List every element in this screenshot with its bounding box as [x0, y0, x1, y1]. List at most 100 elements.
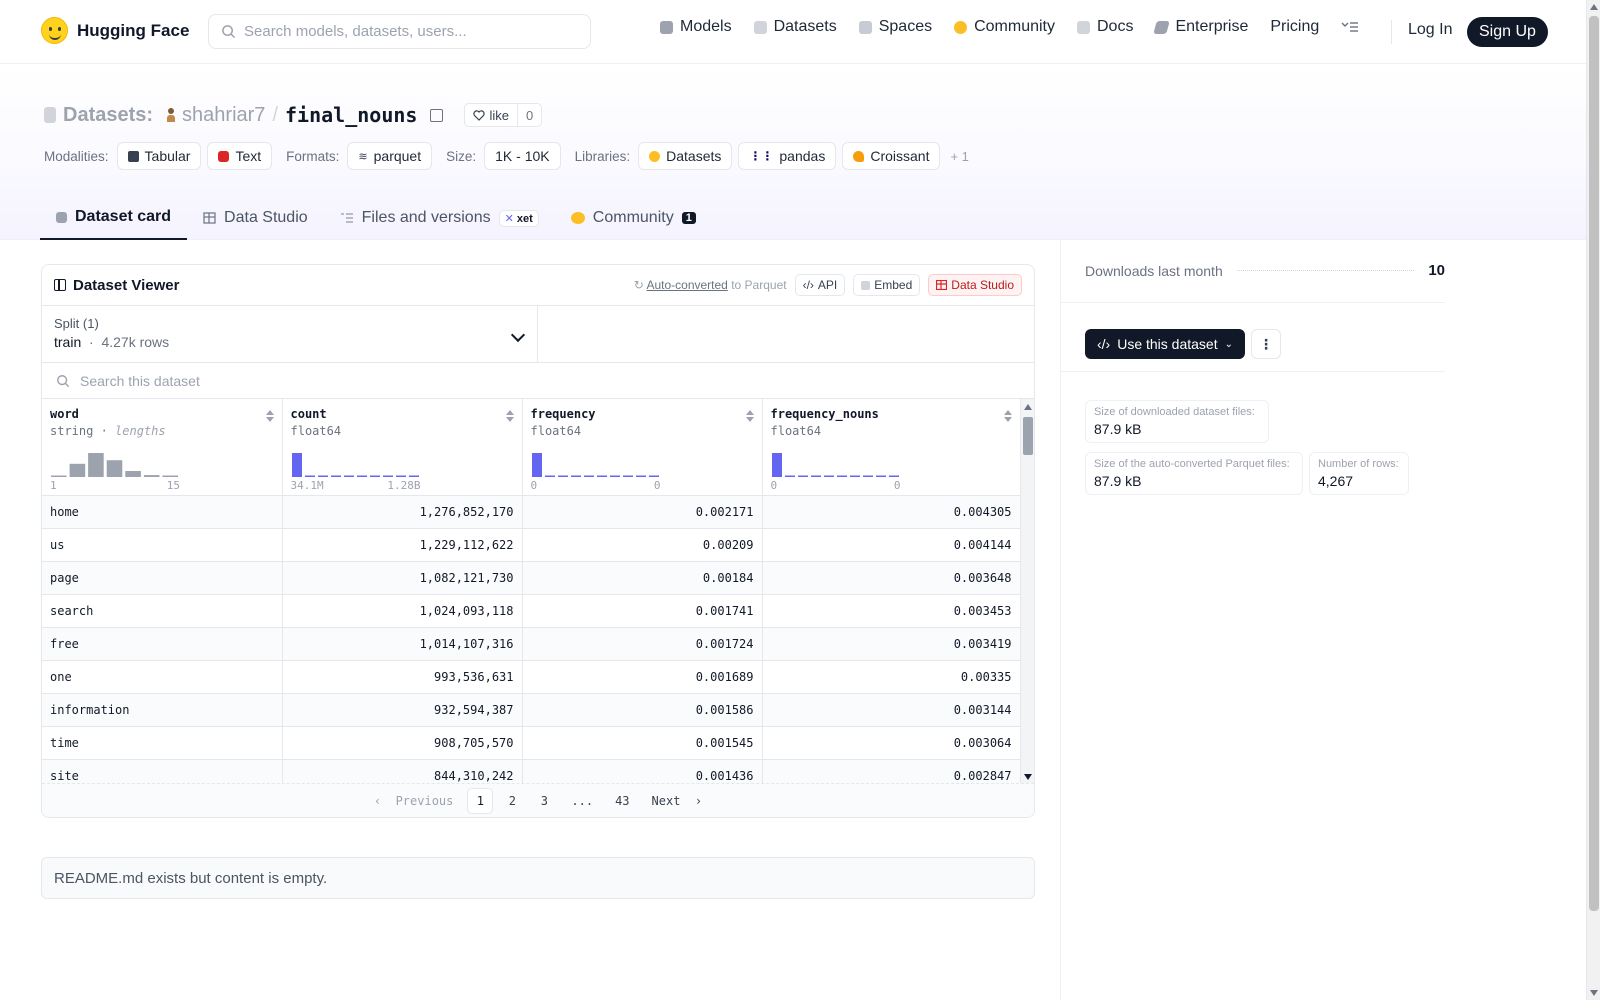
histogram-bar[interactable] — [544, 475, 555, 478]
table-cell[interactable]: 0.003453 — [762, 594, 1021, 628]
table-scroll-thumb[interactable] — [1023, 417, 1033, 455]
histogram-bar[interactable] — [836, 475, 847, 478]
histogram-bar[interactable] — [51, 475, 67, 478]
tag-size[interactable]: 1K - 10K — [484, 142, 561, 170]
table-cell[interactable]: site — [42, 759, 283, 785]
histogram-bar[interactable] — [408, 475, 419, 478]
page-43-button[interactable]: 43 — [615, 793, 630, 808]
tag-datasets-lib[interactable]: Datasets — [638, 142, 733, 170]
histogram-bar[interactable] — [106, 460, 123, 477]
tab-community[interactable]: Community 1 — [555, 196, 712, 240]
nav-pricing[interactable]: Pricing — [1270, 18, 1319, 36]
histogram-bar[interactable] — [557, 475, 568, 478]
histogram-bar[interactable] — [291, 453, 302, 477]
sort-icon[interactable] — [745, 410, 754, 422]
scroll-up-icon[interactable] — [1024, 404, 1032, 410]
tag-croissant[interactable]: Croissant — [842, 142, 941, 170]
table-row[interactable]: search 1,024,093,118 0.001741 0.003453 — [42, 594, 1021, 628]
table-cell[interactable]: 0.00335 — [762, 660, 1021, 694]
table-cell[interactable]: 0.001741 — [522, 594, 763, 628]
login-link[interactable]: Log In — [1408, 21, 1453, 38]
column-header[interactable]: count float64 34.1M 1.28B — [282, 399, 523, 496]
histogram-bar[interactable] — [609, 475, 620, 478]
table-row[interactable]: one 993,536,631 0.001689 0.00335 — [42, 660, 1021, 694]
table-cell[interactable]: free — [42, 627, 283, 661]
histogram-bar[interactable] — [596, 475, 607, 478]
scroll-down-icon[interactable] — [1024, 774, 1032, 780]
nav-docs[interactable]: Docs — [1077, 18, 1133, 36]
tag-pandas[interactable]: ⋮⋮ pandas — [738, 142, 837, 170]
auto-converted-link[interactable]: Auto-converted — [646, 278, 728, 292]
split-selector[interactable]: Split (1) train · 4.27k rows — [42, 306, 538, 362]
nav-models[interactable]: Models — [660, 18, 732, 36]
column-header[interactable]: word string · lengths 1 15 — [42, 399, 283, 496]
table-cell[interactable]: us — [42, 528, 283, 562]
histogram-bar[interactable] — [810, 475, 821, 478]
signup-button[interactable]: Sign Up — [1467, 17, 1548, 47]
tag-tabular[interactable]: Tabular — [116, 142, 202, 170]
histogram-bar[interactable] — [395, 475, 406, 478]
tag-parquet[interactable]: ≋ parquet — [347, 142, 433, 170]
histogram-bar[interactable] — [888, 475, 899, 478]
sort-icon[interactable] — [1003, 410, 1012, 422]
histogram-bar[interactable] — [369, 475, 380, 478]
nav-spaces[interactable]: Spaces — [858, 18, 932, 36]
table-cell[interactable]: 0.002847 — [762, 759, 1021, 785]
more-menu-button[interactable] — [1341, 20, 1359, 34]
tab-dataset-card[interactable]: Dataset card — [40, 196, 188, 240]
table-row[interactable]: page 1,082,121,730 0.00184 0.003648 — [42, 561, 1021, 595]
dataset-search-input[interactable] — [80, 372, 480, 389]
tab-files[interactable]: Files and versions ✕ xet — [324, 196, 555, 240]
histogram-bar[interactable] — [862, 475, 873, 478]
previous-page-button[interactable]: ‹ Previous — [373, 793, 454, 808]
table-row[interactable]: free 1,014,107,316 0.001724 0.003419 — [42, 627, 1021, 661]
table-cell[interactable]: home — [42, 495, 283, 529]
table-cell[interactable]: 0.00184 — [522, 561, 763, 595]
like-button[interactable]: like 0 — [464, 103, 543, 127]
table-cell[interactable]: 0.001724 — [522, 627, 763, 661]
embed-button[interactable]: Embed — [853, 274, 921, 296]
histogram-bar[interactable] — [784, 475, 795, 478]
histogram-bar[interactable] — [648, 475, 659, 478]
dataset-search[interactable] — [42, 363, 1034, 399]
histogram-bar[interactable] — [635, 475, 646, 478]
section-label[interactable]: Datasets: — [63, 103, 154, 126]
histogram-bar[interactable] — [797, 475, 808, 478]
histogram-bar[interactable] — [823, 475, 834, 478]
table-cell[interactable]: 844,310,242 — [282, 759, 523, 785]
tag-text[interactable]: Text — [207, 142, 273, 170]
copy-icon[interactable] — [430, 108, 444, 122]
page-scroll-up-icon[interactable] — [1590, 4, 1598, 10]
global-search[interactable] — [208, 14, 591, 49]
tab-data-studio[interactable]: Data Studio — [187, 196, 324, 240]
histogram-bar[interactable] — [88, 453, 104, 477]
histogram-bar[interactable] — [771, 453, 782, 477]
histogram-bar[interactable] — [382, 475, 393, 478]
table-row[interactable]: site 844,310,242 0.001436 0.002847 — [42, 759, 1021, 785]
histogram-bar[interactable] — [317, 475, 328, 478]
like-toggle[interactable]: like — [465, 104, 518, 126]
table-cell[interactable]: one — [42, 660, 283, 694]
histogram-bar[interactable] — [622, 475, 633, 478]
table-row[interactable]: time 908,705,570 0.001545 0.003064 — [42, 726, 1021, 760]
page-2-button[interactable]: 2 — [508, 793, 516, 808]
nav-enterprise[interactable]: Enterprise — [1153, 18, 1248, 36]
data-studio-button[interactable]: Data Studio — [928, 274, 1022, 296]
use-dataset-button[interactable]: ‹/› Use this dataset ⌄ — [1085, 329, 1245, 359]
table-cell[interactable]: 0.003064 — [762, 726, 1021, 760]
histogram-bar[interactable] — [849, 475, 860, 478]
table-cell[interactable]: 0.003144 — [762, 693, 1021, 727]
histogram-bar[interactable] — [125, 471, 141, 477]
table-cell[interactable]: search — [42, 594, 283, 628]
column-header[interactable]: frequency float64 0 0 — [522, 399, 763, 496]
table-cell[interactable]: 0.001586 — [522, 693, 763, 727]
table-cell[interactable]: 0.004144 — [762, 528, 1021, 562]
global-search-input[interactable] — [244, 23, 574, 40]
table-cell[interactable]: 932,594,387 — [282, 693, 523, 727]
table-cell[interactable]: 0.003419 — [762, 627, 1021, 661]
histogram-bar[interactable] — [304, 475, 315, 478]
nav-datasets[interactable]: Datasets — [753, 18, 837, 36]
page-3-button[interactable]: 3 — [540, 793, 548, 808]
page-scroll-thumb[interactable] — [1589, 16, 1599, 911]
repo-owner-link[interactable]: shahriar7 — [182, 103, 266, 126]
